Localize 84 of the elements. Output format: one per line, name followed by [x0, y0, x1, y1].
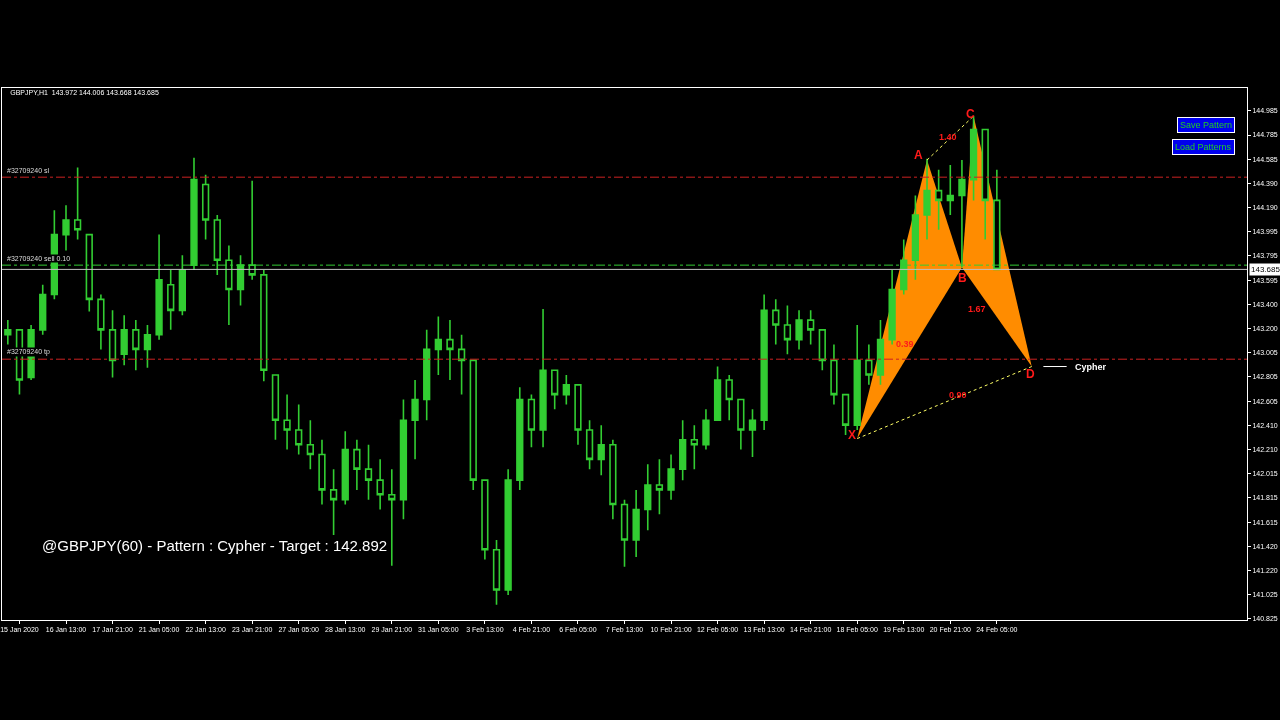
annotation: Save Pattern [1180, 120, 1233, 130]
annotation: Load Patterns [1175, 142, 1232, 152]
candlestick [143, 324, 152, 369]
candlestick [679, 419, 687, 481]
annotation: A [914, 148, 923, 162]
candlestick [62, 204, 70, 252]
candlestick [609, 439, 617, 521]
annotation: D [1026, 367, 1035, 381]
candlestick [376, 458, 384, 511]
candlestick [760, 293, 768, 431]
candlestick [667, 453, 675, 501]
candlestick [818, 329, 826, 371]
candlestick [469, 359, 477, 491]
candlestick [423, 329, 431, 422]
candlestick [620, 498, 629, 568]
candlestick [923, 158, 931, 241]
candlestick [353, 439, 361, 491]
candlestick [260, 269, 268, 382]
candlestick [725, 374, 733, 422]
candlestick [4, 319, 12, 346]
candlestick [108, 309, 117, 379]
candlestick [446, 319, 454, 381]
candlestick [737, 398, 745, 451]
candlestick [632, 489, 640, 558]
annotation: 0.39 [896, 339, 914, 349]
candlestick [306, 419, 314, 470]
candlestick [120, 314, 128, 367]
candlestick [690, 424, 698, 470]
candlestick [539, 308, 547, 448]
candlestick [935, 169, 943, 231]
candlestick [481, 479, 489, 561]
candlestick [702, 408, 710, 451]
ref-line-label: 143.685 [1251, 265, 1280, 274]
candlestick [574, 384, 582, 446]
candlestick [516, 386, 524, 491]
candlestick [783, 304, 792, 356]
candlestick [772, 298, 780, 346]
candlestick [865, 343, 873, 386]
candlestick [876, 319, 885, 386]
candlestick [283, 393, 291, 451]
candlestick [853, 324, 861, 431]
candlestick [713, 365, 722, 422]
annotation: C [966, 107, 975, 121]
candlestick [888, 269, 896, 346]
annotation: B [958, 271, 967, 285]
candlestick [434, 315, 442, 376]
candlestick [388, 468, 396, 567]
candlestick [748, 408, 757, 458]
candlestick [504, 468, 512, 596]
candlestick [597, 424, 605, 477]
candlestick [551, 369, 559, 411]
annotation: 0.90 [949, 390, 967, 400]
candlestick [830, 343, 838, 406]
candlestick [271, 374, 280, 441]
series-label: Cypher [1075, 362, 1107, 372]
candlestick [364, 443, 373, 501]
candlestick [795, 309, 803, 351]
candlestick [73, 166, 82, 241]
candlestick [807, 309, 815, 346]
candlestick [329, 468, 338, 536]
annotation: @GBPJPY(60) - Pattern : Cypher - Target : 142.892 [42, 537, 388, 554]
candlestick [655, 458, 664, 516]
candlestick [527, 393, 536, 448]
annotation: 1.67 [968, 304, 986, 314]
candlestick [132, 319, 140, 371]
candlestick [39, 283, 47, 336]
candlestick [457, 333, 466, 396]
candlestick [399, 398, 408, 521]
candlestick [341, 430, 349, 506]
candlestick [585, 419, 594, 470]
candlestick [167, 269, 175, 331]
annotation: 1.40 [939, 132, 957, 142]
candlestick [295, 403, 303, 456]
candlestick [981, 128, 989, 241]
candlestick [644, 463, 652, 532]
candlestick [841, 393, 850, 436]
candlestick [946, 164, 954, 216]
candlestick [411, 379, 419, 461]
candlestick [318, 439, 326, 506]
candlestick [201, 173, 210, 241]
candlestick [492, 539, 501, 606]
annotation: X [848, 428, 857, 442]
candlestick [97, 293, 105, 351]
candlestick [562, 374, 570, 406]
